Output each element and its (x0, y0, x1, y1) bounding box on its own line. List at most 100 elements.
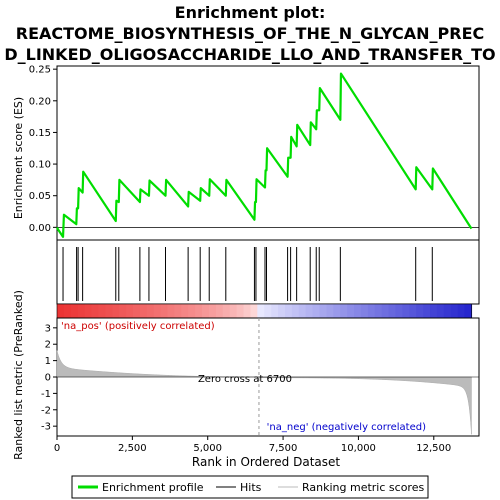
x-tick-label: 2,500 (118, 443, 147, 454)
heat-segment (284, 304, 293, 318)
heat-segment (436, 304, 445, 318)
heat-segment (98, 304, 106, 318)
legend-enrichment-label: Enrichment profile (102, 481, 204, 494)
heat-segment (146, 304, 155, 318)
rank-y-tick-label: -2 (41, 405, 51, 416)
heat-segment (132, 304, 141, 318)
rank-y-tick-label: 1 (45, 356, 51, 367)
heat-segment (312, 304, 321, 318)
heat-segment (291, 304, 300, 318)
heat-segment (119, 304, 127, 318)
heat-segment (402, 304, 410, 318)
es-y-tick-label: 0.10 (29, 160, 51, 171)
heat-segment (229, 304, 238, 318)
rank-y-tick-label: -1 (41, 389, 51, 400)
heat-segment (112, 304, 120, 318)
heat-segment (464, 304, 473, 318)
rank-y-tick-label: 2 (45, 340, 51, 351)
heat-segment (215, 304, 224, 318)
heat-segment (298, 304, 307, 318)
es-y-tick-label: 0.00 (29, 223, 51, 234)
heat-segment (264, 304, 272, 318)
x-tick-label: 10,000 (341, 443, 376, 454)
heat-segment (360, 304, 369, 318)
legend: Enrichment profile Hits Ranking metric s… (71, 475, 429, 499)
heat-segment (457, 304, 466, 318)
chart-title-line-1: Enrichment plot: (175, 3, 326, 22)
heat-segment (443, 304, 452, 318)
heat-segment (347, 304, 355, 318)
heat-segment (153, 304, 162, 318)
heat-segment (243, 304, 252, 318)
es-panel: 0.00 0.05 0.10 0.15 0.20 0.25 (29, 65, 480, 241)
heat-segment (57, 304, 65, 318)
zero-cross-label: Zero cross at 6700 (198, 374, 292, 385)
hits-frame (56, 239, 480, 305)
heat-segment (333, 304, 341, 318)
heat-segment (70, 304, 79, 318)
heat-segment (236, 304, 245, 318)
heat-segment (250, 304, 258, 318)
chart-title-line-3: D_LINKED_OLIGOSACCHARIDE_LLO_AND_TRANSFE… (4, 45, 495, 64)
heat-segment (374, 304, 383, 318)
legend-frame (71, 475, 429, 499)
heat-segment (160, 304, 169, 318)
heat-segment (208, 304, 217, 318)
heat-segment (167, 304, 176, 318)
es-y-tick-label: 0.05 (29, 191, 51, 202)
heat-segment (326, 304, 334, 318)
heat-segment (409, 304, 417, 318)
es-y-axis-label: Enrichment score (ES) (12, 97, 25, 219)
x-tick-label: 12,500 (416, 443, 451, 454)
enrichment-profile-line (56, 72, 473, 238)
x-tick-label: 7,500 (269, 443, 298, 454)
ranking-metric-area (56, 350, 472, 435)
heat-segment (222, 304, 231, 318)
rank-y-tick-label: -3 (41, 422, 51, 433)
es-y-tick-label: 0.15 (29, 128, 51, 139)
heat-segment (340, 304, 348, 318)
heat-segment (416, 304, 424, 318)
heat-segment (305, 304, 314, 318)
x-tick-label: 5,000 (193, 443, 222, 454)
heat-segment (319, 304, 328, 318)
heat-segment (354, 304, 362, 318)
heat-segment (77, 304, 86, 318)
legend-hits-label: Hits (240, 481, 262, 494)
heat-segment (381, 304, 390, 318)
positive-correlation-label: 'na_pos' (positively correlated) (61, 321, 215, 332)
heat-segment (278, 304, 286, 318)
x-tick-label: 0 (54, 443, 60, 454)
heat-segment (450, 304, 459, 318)
hits-panel (56, 239, 480, 305)
heat-segment (202, 304, 210, 318)
es-y-tick-label: 0.20 (29, 96, 51, 107)
chart-title-line-2: REACTOME_BIOSYNTHESIS_OF_THE_N_GLYCAN_PR… (16, 24, 484, 43)
heat-segment (430, 304, 438, 318)
x-axis-label: Rank in Ordered Dataset (192, 455, 340, 469)
heat-segment (423, 304, 431, 318)
heat-segment (188, 304, 196, 318)
rank-heat-bar (56, 303, 473, 319)
heat-segment (388, 304, 397, 318)
heat-segment (126, 304, 134, 318)
heat-segment (105, 304, 113, 318)
negative-correlation-label: 'na_neg' (negatively correlated) (267, 422, 426, 433)
heat-segment (271, 304, 279, 318)
heat-segment (257, 304, 265, 318)
rank-y-tick-label: 0 (45, 373, 51, 384)
es-y-tick-label: 0.25 (29, 65, 51, 76)
heat-segment (174, 304, 182, 318)
heat-segment (91, 304, 100, 318)
rank-y-tick-label: 3 (45, 323, 51, 334)
heat-segment (367, 304, 376, 318)
legend-ranking-label: Ranking metric scores (302, 481, 424, 494)
rank-y-axis-label: Ranked list metric (PreRanked) (12, 290, 25, 460)
heat-segment (395, 304, 403, 318)
heat-segment (195, 304, 203, 318)
heat-segment (139, 304, 148, 318)
heat-segment (84, 304, 93, 318)
heat-segment (63, 304, 72, 318)
heat-segment (181, 304, 189, 318)
